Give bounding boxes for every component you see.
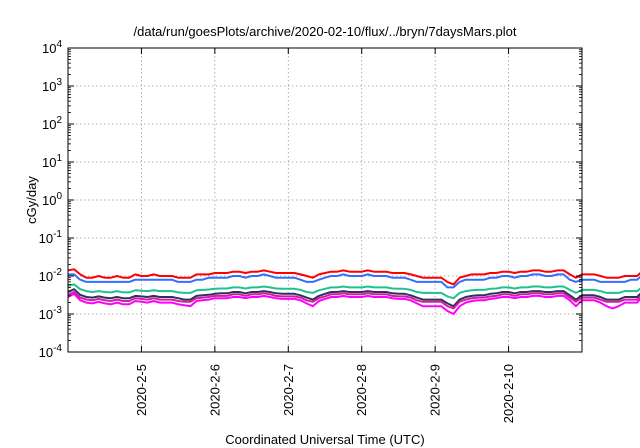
- y-tick-label: 10-1: [39, 229, 63, 246]
- y-axis-label: cGy/day: [24, 176, 39, 224]
- axes: 104 103 102 101 100 10-1 10-2 10-3 10-4 2020-2-5 2…: [39, 39, 583, 423]
- chart-title: /data/run/goesPlots/archive/2020-02-10/f…: [134, 24, 517, 39]
- plot-frame: [67, 47, 583, 353]
- x-tick-label: 2020-2-9: [428, 364, 443, 416]
- y-tick-label: 10-3: [39, 305, 63, 322]
- y-tick-label: 103: [42, 77, 62, 94]
- y-tick-label: 10-2: [39, 267, 63, 284]
- series-line: [67, 283, 640, 300]
- series-line: [67, 292, 640, 315]
- series-line: [68, 273, 640, 289]
- y-tick-label: 101: [42, 153, 62, 170]
- x-axis-label: Coordinated Universal Time (UTC): [225, 432, 424, 447]
- x-tick-label: 2020-2-10: [501, 364, 516, 423]
- x-tick-label: 2020-2-6: [207, 364, 222, 416]
- series-lines: [67, 268, 640, 315]
- y-tick-label: 104: [42, 39, 62, 56]
- y-tick-label: 100: [42, 191, 62, 208]
- series-line: [67, 268, 640, 286]
- y-tick-label: 102: [42, 115, 62, 132]
- series-line: [67, 288, 640, 308]
- x-tick-label: 2020-2-5: [134, 364, 149, 416]
- x-tick-label: 2020-2-7: [281, 364, 296, 416]
- x-tick-label: 2020-2-8: [354, 364, 369, 416]
- series-line: [67, 291, 640, 310]
- y-tick-label: 10-4: [39, 343, 63, 360]
